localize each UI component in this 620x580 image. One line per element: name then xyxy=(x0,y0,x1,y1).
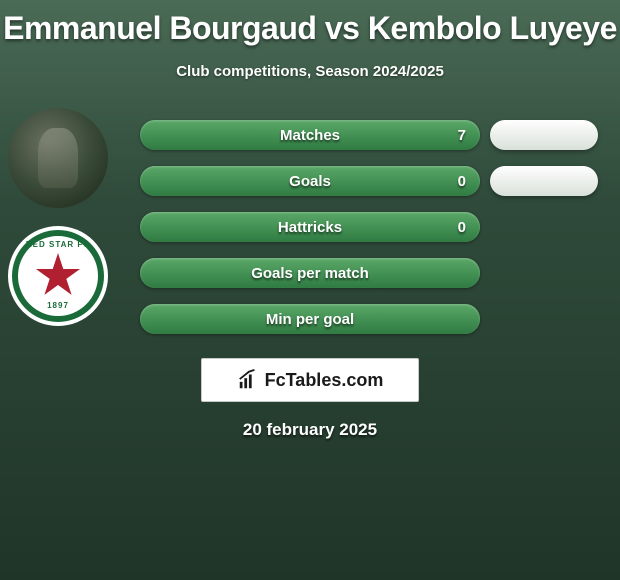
badge-ring: RED STAR FC 1897 xyxy=(12,230,104,322)
brand-text: FcTables.com xyxy=(265,370,384,391)
player1-avatar xyxy=(8,108,108,208)
player2-club-badge: RED STAR FC 1897 xyxy=(8,226,108,326)
value-pill xyxy=(490,166,598,196)
bar-label: Min per goal xyxy=(140,304,480,334)
subtitle: Club competitions, Season 2024/2025 xyxy=(0,63,620,80)
right-pills xyxy=(490,120,610,350)
badge-bottom-text: 1897 xyxy=(18,301,98,310)
comparison-area: RED STAR FC 1897 Matches7Goals0Hattricks… xyxy=(0,108,620,348)
stat-bar: Matches7 xyxy=(140,120,480,150)
bar-value: 0 xyxy=(458,212,466,242)
stat-bar: Hattricks0 xyxy=(140,212,480,242)
brand-box: FcTables.com xyxy=(201,358,419,402)
stat-bar: Goals per match xyxy=(140,258,480,288)
bar-label: Goals per match xyxy=(140,258,480,288)
bar-value: 0 xyxy=(458,166,466,196)
bar-value: 7 xyxy=(458,120,466,150)
bar-label: Matches xyxy=(140,120,480,150)
stat-bars: Matches7Goals0Hattricks0Goals per matchM… xyxy=(140,120,480,350)
stat-bar: Min per goal xyxy=(140,304,480,334)
badge-top-text: RED STAR FC xyxy=(18,240,98,249)
value-pill xyxy=(490,120,598,150)
bar-label: Goals xyxy=(140,166,480,196)
bar-label: Hattricks xyxy=(140,212,480,242)
avatar-column: RED STAR FC 1897 xyxy=(8,108,118,344)
date-label: 20 february 2025 xyxy=(0,420,620,440)
chart-icon xyxy=(237,369,259,391)
page-title: Emmanuel Bourgaud vs Kembolo Luyeye xyxy=(0,0,620,47)
star-icon xyxy=(31,249,85,303)
stat-bar: Goals0 xyxy=(140,166,480,196)
